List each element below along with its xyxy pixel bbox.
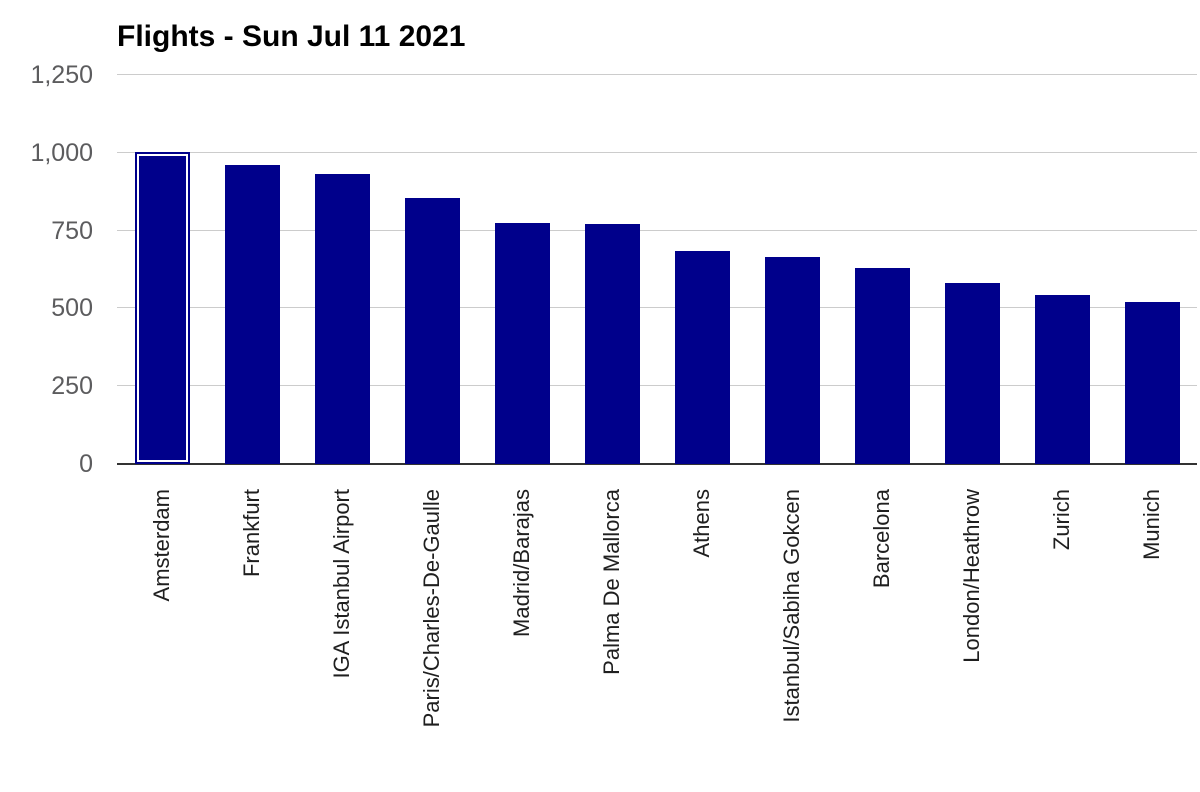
gridline-1000 — [117, 151, 1197, 153]
selection-ring — [136, 153, 188, 462]
x-tick-label-barcelona: Barcelona — [869, 489, 894, 589]
x-tick-label-istanbul-sabiha-gokcen: Istanbul/Sabiha Gokcen — [779, 489, 804, 723]
x-axis: Amsterdam Frankfurt IGA Istanbul Airport Pa… — [117, 489, 1197, 727]
x-cell-frankfurt: Frankfurt — [207, 489, 297, 727]
x-cell-athens: Athens — [657, 489, 747, 727]
bar-london-heathrow[interactable] — [944, 282, 1000, 464]
plot-area — [117, 74, 1197, 465]
y-tick-label-1000: 1,000 — [30, 138, 93, 167]
x-cell-palma-de-mallorca: Palma De Mallorca — [567, 489, 657, 727]
x-tick-label-paris-charles-de-gaulle: Paris/Charles-De-Gaulle — [419, 489, 444, 728]
x-tick-label-frankfurt: Frankfurt — [239, 489, 264, 578]
x-tick-label-palma-de-mallorca: Palma De Mallorca — [599, 489, 624, 675]
y-tick-label-500: 500 — [51, 294, 93, 323]
gridline-500 — [117, 307, 1197, 309]
y-axis: 0 250 500 750 1,000 1,250 — [0, 62, 93, 477]
bar-palma-de-mallorca[interactable] — [584, 223, 640, 464]
x-tick-label-madrid-barajas: Madrid/Barajas — [509, 489, 534, 637]
y-tick-label-1250: 1,250 — [30, 61, 93, 89]
bar-cell-paris-charles-de-gaulle — [387, 75, 477, 464]
bar-munich[interactable] — [1124, 302, 1180, 464]
x-cell-istanbul-sabiha-gokcen: Istanbul/Sabiha Gokcen — [747, 489, 837, 727]
bar-zurich[interactable] — [1034, 295, 1090, 464]
bar-cell-frankfurt — [207, 75, 297, 464]
gridline-250 — [117, 385, 1197, 387]
bar-paris-charles-de-gaulle[interactable] — [404, 197, 460, 464]
x-cell-london-heathrow: London/Heathrow — [927, 489, 1017, 727]
x-cell-madrid-barajas: Madrid/Barajas — [477, 489, 567, 727]
x-cell-iga-istanbul-airport: IGA Istanbul Airport — [297, 489, 387, 727]
bar-cell-london-heathrow — [927, 75, 1017, 464]
bar-cell-istanbul-sabiha-gokcen — [747, 75, 837, 464]
bar-cell-munich — [1107, 75, 1197, 464]
y-tick-label-750: 750 — [51, 216, 93, 245]
x-tick-label-zurich: Zurich — [1049, 489, 1074, 551]
bar-cell-zurich — [1017, 75, 1107, 464]
bar-madrid-barajas[interactable] — [494, 222, 550, 464]
x-tick-label-iga-istanbul-airport: IGA Istanbul Airport — [329, 489, 354, 679]
bar-istanbul-sabiha-gokcen[interactable] — [764, 256, 820, 464]
bar-athens[interactable] — [674, 251, 730, 464]
y-tick-label-250: 250 — [51, 372, 93, 401]
x-tick-label-amsterdam: Amsterdam — [149, 489, 174, 602]
x-cell-munich: Munich — [1107, 489, 1197, 727]
bar-frankfurt[interactable] — [224, 165, 280, 464]
bar-cell-barcelona — [837, 75, 927, 464]
bar-iga-istanbul-airport[interactable] — [314, 173, 370, 464]
bar-cell-palma-de-mallorca — [567, 75, 657, 464]
gridline-750 — [117, 229, 1197, 231]
bar-barcelona[interactable] — [854, 267, 910, 464]
bar-cell-iga-istanbul-airport — [297, 75, 387, 464]
x-cell-barcelona: Barcelona — [837, 489, 927, 727]
x-tick-label-munich: Munich — [1139, 489, 1164, 560]
bar-cell-madrid-barajas — [477, 75, 567, 464]
x-cell-zurich: Zurich — [1017, 489, 1107, 727]
x-axis-baseline — [117, 463, 1197, 465]
y-tick-label-0: 0 — [79, 450, 93, 478]
x-tick-label-london-heathrow: London/Heathrow — [959, 489, 984, 663]
bar-cell-athens — [657, 75, 747, 464]
gridline-1250 — [117, 74, 1197, 75]
bar-amsterdam[interactable] — [134, 151, 190, 464]
bar-cell-amsterdam — [117, 75, 207, 464]
x-cell-amsterdam: Amsterdam — [117, 489, 207, 727]
chart-title: Flights - Sun Jul 11 2021 — [117, 20, 466, 53]
x-cell-paris-charles-de-gaulle: Paris/Charles-De-Gaulle — [387, 489, 477, 727]
bar-series — [117, 75, 1197, 464]
x-tick-label-athens: Athens — [689, 489, 714, 558]
